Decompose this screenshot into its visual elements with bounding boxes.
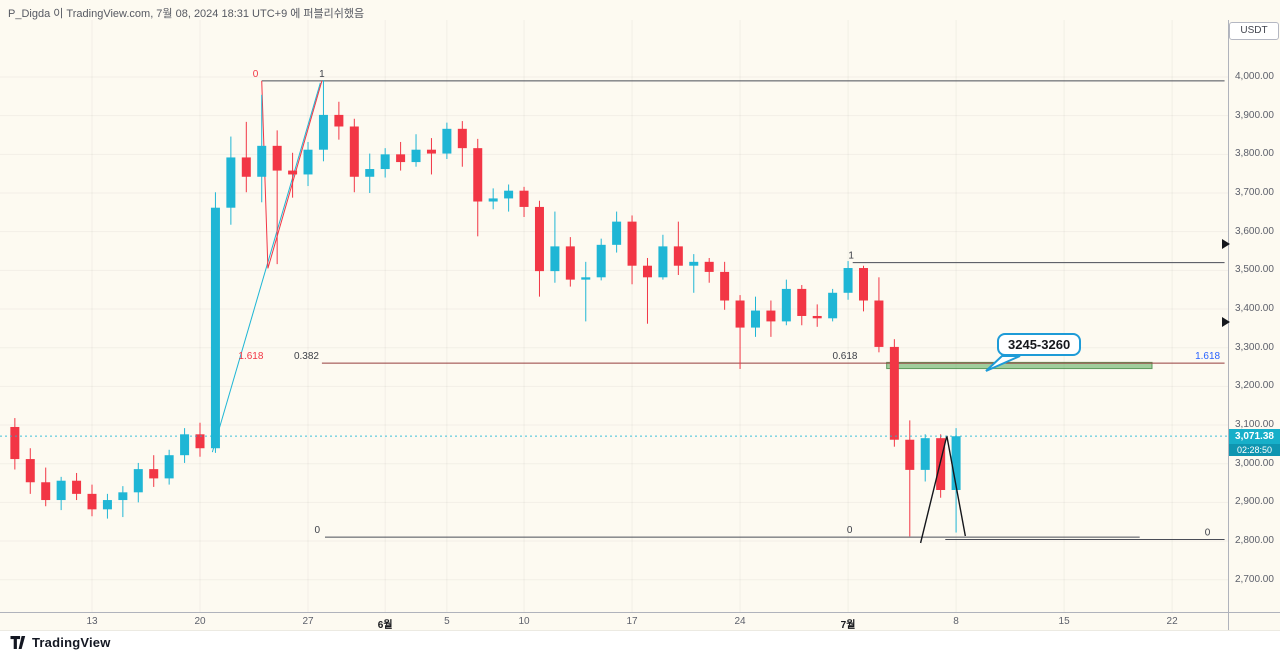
tradingview-wordmark[interactable]: TradingView [32, 635, 111, 650]
svg-text:0: 0 [847, 525, 853, 536]
time-tick-label: 7월 [840, 620, 856, 631]
time-tick-label: 5 [444, 616, 450, 627]
time-tick-label: 15 [1058, 616, 1070, 627]
svg-text:0: 0 [253, 69, 259, 80]
svg-text:1.618: 1.618 [238, 351, 263, 362]
trend-lines [211, 80, 323, 453]
price-tick-label: 3,300.00 [1235, 341, 1274, 353]
price-tick-label: 3,100.00 [1235, 419, 1274, 431]
fib-labels: 0 1 1.618 0.382 0.618 1.618 1 0 0 0 [238, 69, 1220, 539]
price-tick-label: 3,900.00 [1235, 109, 1274, 121]
price-tick-label: 3,500.00 [1235, 264, 1274, 276]
last-price-label: 3,071.38 [1229, 429, 1280, 444]
svg-text:0: 0 [1205, 527, 1211, 538]
callout-pointer [985, 355, 1021, 372]
time-tick-label: 22 [1166, 616, 1178, 627]
time-tick-label: 24 [734, 616, 746, 627]
time-axis[interactable]: 13 20 27 6월 5 10 17 24 7월 8 15 22 [0, 612, 1280, 631]
price-tick-label: 3,800.00 [1235, 148, 1274, 160]
svg-text:1.618: 1.618 [1195, 351, 1220, 362]
currency-button[interactable]: USDT [1229, 22, 1279, 40]
price-tick-label: 4,000.00 [1235, 71, 1274, 82]
candles [10, 80, 961, 537]
svg-text:1: 1 [319, 69, 325, 80]
svg-text:0: 0 [314, 525, 320, 536]
price-tick-label: 2,700.00 [1235, 573, 1274, 585]
axis-marker-icon [1222, 239, 1230, 249]
price-tick-label: 3,000.00 [1235, 457, 1274, 469]
time-tick-label: 6월 [377, 620, 393, 631]
price-axis[interactable]: USDT 3,071.38 02:28:50 2,700.00 2,800.00 2… [1222, 20, 1280, 630]
time-tick-label: 8 [953, 616, 959, 627]
price-zone-callout-text: 3245-3260 [1008, 337, 1071, 352]
time-tick-label: 10 [518, 616, 530, 627]
countdown-label: 02:28:50 [1229, 444, 1280, 456]
attribution-text: P_Digda 이 TradingView.com, 7월 08, 2024 1… [8, 8, 365, 20]
time-tick-label: 13 [86, 616, 98, 627]
time-tick-label: 17 [626, 616, 638, 627]
price-tick-label: 2,900.00 [1235, 496, 1274, 508]
fib-lines [261, 80, 1225, 540]
axis-marker-icon [1222, 317, 1230, 327]
footer-bar: TradingView [0, 630, 1280, 654]
price-tick-label: 3,400.00 [1235, 303, 1274, 315]
grid [0, 20, 1228, 612]
price-tick-label: 3,700.00 [1235, 187, 1274, 198]
svg-text:0.382: 0.382 [294, 351, 319, 362]
time-tick-label: 20 [194, 616, 206, 627]
supply-zone [886, 361, 1153, 370]
tradingview-logo-icon[interactable] [10, 635, 27, 650]
svg-text:0.618: 0.618 [832, 351, 857, 362]
candlestick-chart[interactable]: 0 1 1.618 0.382 0.618 1.618 1 0 0 0 [0, 0, 1228, 612]
price-tick-label: 3,600.00 [1235, 225, 1274, 237]
price-zone-callout[interactable]: 3245-3260 [997, 333, 1082, 356]
time-tick-label: 27 [302, 616, 314, 627]
svg-text:1: 1 [848, 251, 854, 262]
price-tick-label: 2,800.00 [1235, 535, 1274, 547]
price-tick-label: 3,200.00 [1235, 380, 1274, 392]
